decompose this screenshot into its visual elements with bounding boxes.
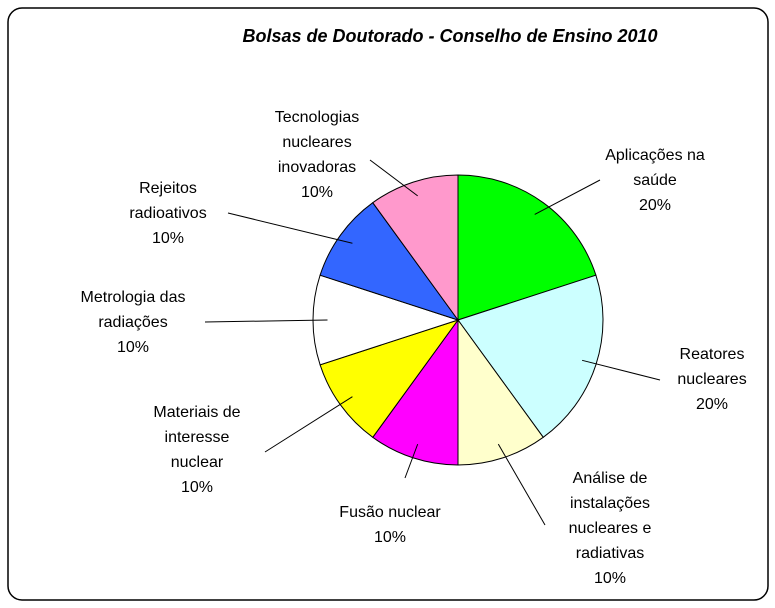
leader-line [227, 212, 353, 244]
slice-value-label: 10% [300, 184, 334, 201]
slice-label: Aplicações na saúde [605, 147, 705, 189]
slice-value-label: 10% [373, 529, 407, 546]
pie-slice [319, 201, 460, 321]
leader-line [369, 159, 418, 197]
pie-slice [319, 319, 460, 439]
slice-value-label: 10% [151, 230, 185, 247]
chart-title: Bolsas de Doutorado - Conselho de Ensino… [242, 26, 658, 46]
slice-label: Tecnologias nucleares inovadoras [274, 109, 360, 176]
leader-line [534, 179, 601, 215]
leader-line [204, 319, 328, 323]
slice-value-label: 10% [116, 339, 150, 356]
slice-value-label: 10% [180, 479, 214, 496]
slice-label: Metrologia das radiações [80, 289, 186, 331]
pie-slice [457, 274, 604, 439]
slice-value-label: 10% [593, 570, 627, 587]
leader-line [264, 396, 353, 453]
leader-line [497, 443, 546, 526]
slice-label: Rejeitos radioativos [129, 180, 207, 222]
pie-slice [457, 174, 597, 321]
pie-slice [457, 318, 544, 466]
slice-label: Análise de instalações nucleares e radia… [568, 470, 652, 562]
pie-slice [372, 318, 459, 466]
leader-line [581, 359, 661, 381]
slice-label: Materiais de interesse nuclear [153, 404, 241, 471]
slice-label: Fusão nuclear [339, 504, 441, 521]
pie-slice [372, 174, 459, 322]
slice-value-label: 20% [638, 197, 672, 214]
slice-label: Reatores nucleares [677, 346, 747, 388]
leader-line [404, 443, 419, 479]
slice-value-label: 20% [695, 396, 729, 413]
